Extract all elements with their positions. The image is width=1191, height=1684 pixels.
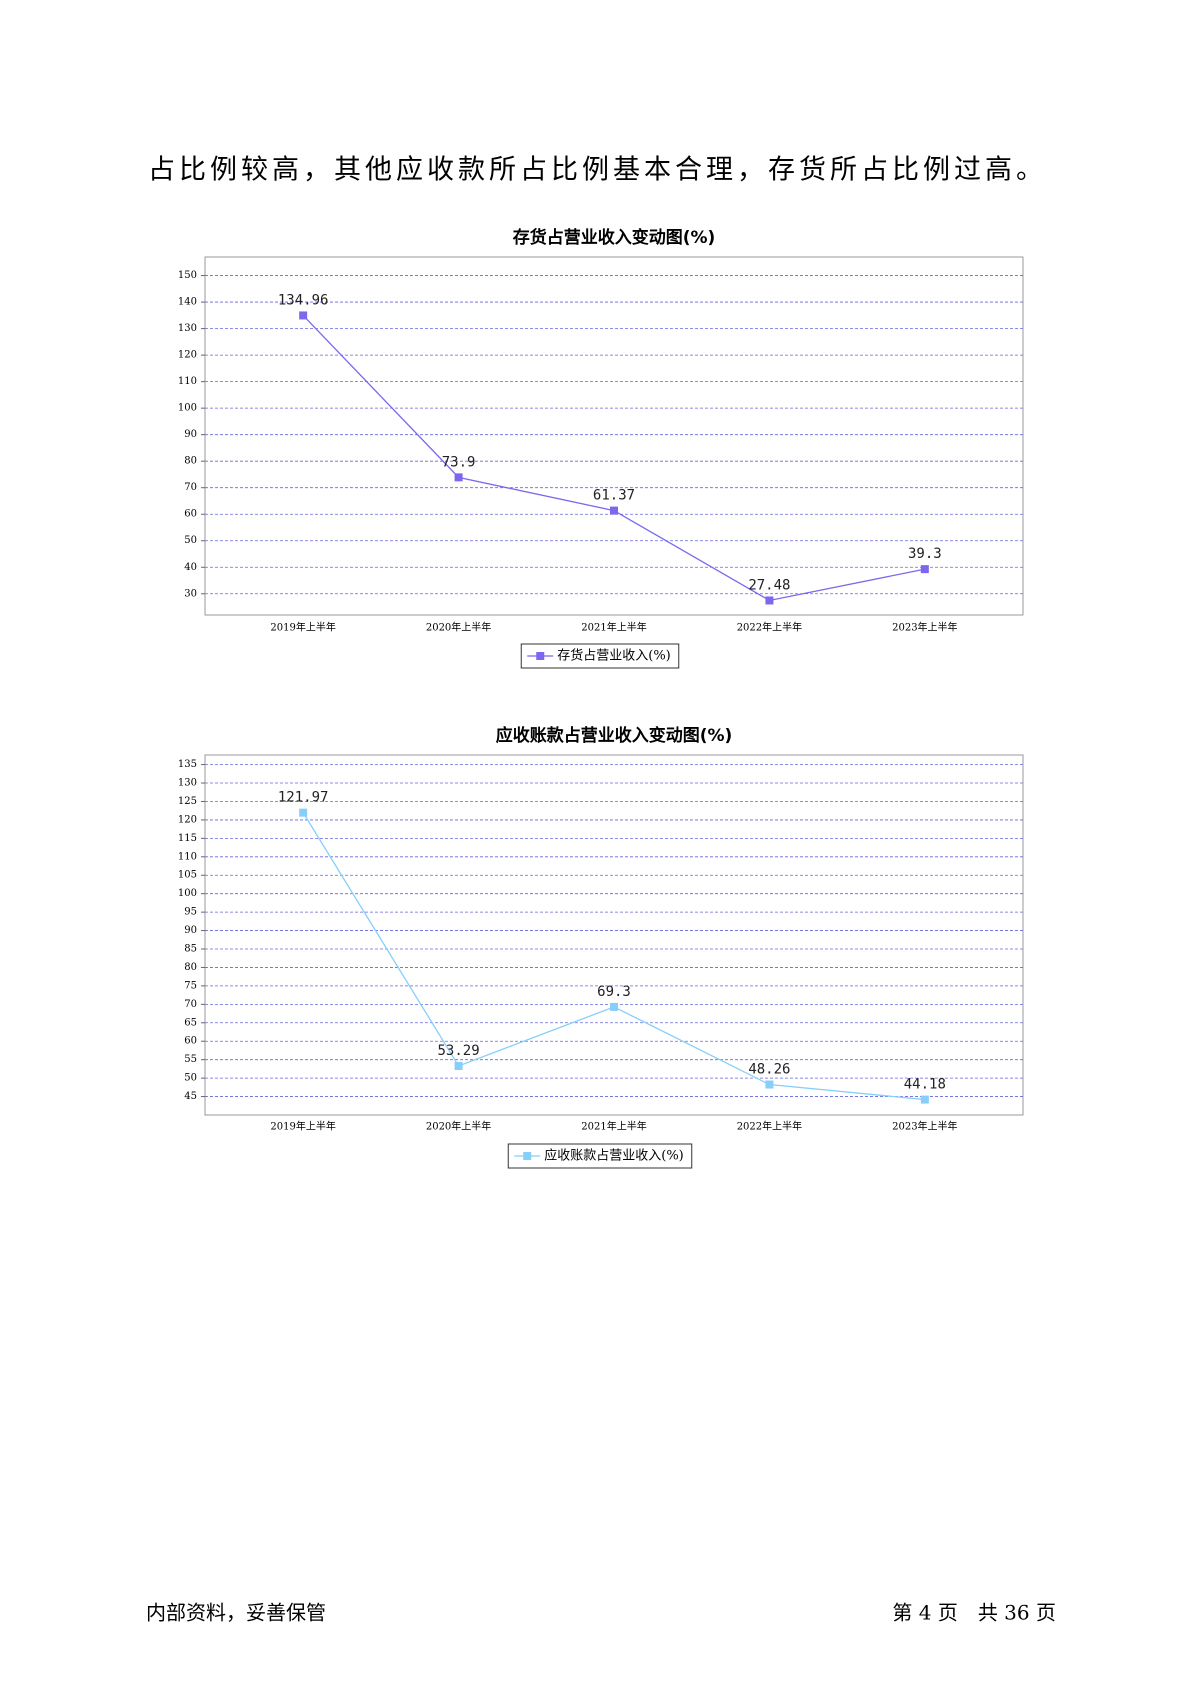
y-tick-label: 40: [184, 562, 197, 573]
y-tick-label: 75: [184, 980, 197, 991]
legend-label: 存货占营业收入(%): [557, 648, 671, 664]
y-tick-label: 100: [178, 888, 197, 899]
data-point: [920, 565, 929, 574]
x-tick-label: 2021年上半年: [581, 621, 646, 634]
y-tick-label: 50: [184, 1073, 197, 1084]
y-tick-label: 125: [178, 796, 197, 807]
y-tick-label: 150: [178, 270, 197, 281]
data-point: [765, 1080, 774, 1089]
y-tick-label: 140: [178, 297, 197, 308]
data-label: 121.97: [278, 790, 329, 806]
data-point: [610, 1002, 618, 1011]
y-tick-label: 135: [178, 759, 197, 770]
y-tick-label: 130: [178, 778, 197, 789]
x-tick-label: 2020年上半年: [426, 621, 491, 634]
chart-title: 存货占营业收入变动图(%): [513, 227, 716, 248]
x-tick-label: 2023年上半年: [892, 1120, 957, 1133]
y-tick-label: 95: [184, 907, 197, 918]
y-tick-label: 30: [184, 588, 197, 599]
data-point: [765, 596, 774, 605]
y-tick-label: 65: [184, 1017, 197, 1028]
footer-right: 第 4 页 共 36 页: [892, 1601, 1056, 1625]
data-label: 27.48: [748, 577, 790, 593]
chart-title: 应收账款占营业收入变动图(%): [496, 725, 733, 746]
y-tick-label: 60: [184, 1036, 197, 1047]
data-label: 73.9: [442, 454, 476, 470]
y-tick-label: 130: [178, 323, 197, 334]
data-label: 48.26: [748, 1062, 790, 1078]
y-tick-label: 110: [178, 851, 197, 862]
x-tick-label: 2022年上半年: [737, 1120, 802, 1133]
y-tick-label: 100: [178, 403, 197, 414]
data-point: [299, 808, 308, 817]
y-tick-label: 115: [178, 833, 197, 844]
footer-left: 内部资料，妥善保管: [146, 1601, 326, 1625]
y-tick-label: 90: [184, 429, 197, 440]
data-label: 39.3: [908, 546, 942, 562]
data-label: 53.29: [438, 1043, 480, 1059]
data-point: [299, 311, 308, 320]
body-text: 占比例较高，其他应收款所占比例基本合理，存货所占比例过高。: [148, 155, 1047, 186]
data-point: [454, 1061, 463, 1070]
y-tick-label: 55: [184, 1054, 197, 1065]
legend: 应收账款占营业收入(%): [507, 1143, 693, 1169]
y-tick-label: 80: [184, 962, 197, 973]
plot-area: [204, 256, 1024, 616]
x-tick-label: 2019年上半年: [270, 621, 335, 634]
y-tick-label: 90: [184, 925, 197, 936]
legend-marker: [523, 1152, 532, 1160]
x-tick-label: 2023年上半年: [892, 621, 957, 634]
y-tick-label: 110: [178, 376, 197, 387]
data-label: 134.96: [278, 292, 329, 308]
legend-label: 应收账款占营业收入(%): [544, 1148, 684, 1164]
y-tick-label: 45: [184, 1091, 197, 1102]
y-tick-label: 120: [178, 814, 197, 825]
y-tick-label: 85: [184, 944, 197, 955]
x-tick-label: 2019年上半年: [270, 1120, 335, 1133]
y-tick-label: 60: [184, 509, 197, 520]
x-tick-label: 2020年上半年: [426, 1120, 491, 1133]
data-label: 61.37: [593, 488, 635, 504]
data-point: [610, 506, 618, 515]
y-tick-label: 50: [184, 535, 197, 546]
x-tick-label: 2021年上半年: [581, 1120, 646, 1133]
plot-area: [204, 754, 1024, 1116]
y-tick-label: 70: [184, 482, 197, 493]
y-tick-label: 120: [178, 350, 197, 361]
x-tick-label: 2022年上半年: [737, 621, 802, 634]
y-tick-label: 70: [184, 999, 197, 1010]
y-tick-label: 80: [184, 456, 197, 467]
data-label: 69.3: [597, 984, 631, 1000]
data-label: 44.18: [904, 1077, 946, 1093]
data-point: [454, 473, 463, 482]
legend-marker: [536, 652, 545, 660]
legend: 存货占营业收入(%): [520, 643, 680, 669]
data-point: [920, 1095, 929, 1104]
y-tick-label: 105: [178, 870, 197, 881]
